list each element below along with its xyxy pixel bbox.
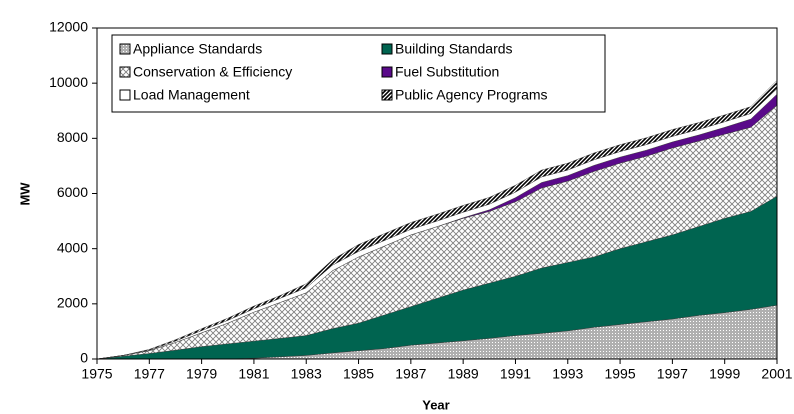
- legend-swatch: [119, 89, 131, 101]
- x-tick-label: 1989: [448, 366, 479, 382]
- y-tick-label: 12000: [49, 19, 88, 35]
- legend-label: Load Management: [133, 87, 250, 103]
- y-tick-label: 6000: [57, 184, 88, 200]
- x-axis-title: Year: [422, 397, 449, 412]
- y-tick-label: 8000: [57, 129, 88, 145]
- x-tick-label: 1997: [657, 366, 688, 382]
- legend-label: Public Agency Programs: [395, 87, 548, 103]
- legend-label: Building Standards: [395, 41, 513, 57]
- legend-swatch: [381, 66, 393, 78]
- legend-label: Fuel Substitution: [395, 64, 499, 80]
- legend-swatch: [119, 66, 131, 78]
- legend-box: [111, 34, 606, 113]
- y-axis-title: MW: [17, 182, 32, 206]
- plot-frame: [96, 27, 778, 360]
- legend-swatch: [119, 43, 131, 55]
- x-tick-label: 1983: [291, 366, 322, 382]
- x-tick-label: 1981: [238, 366, 269, 382]
- legend-swatch: [381, 89, 393, 101]
- x-tick-label: 1985: [343, 366, 374, 382]
- legend-label: Appliance Standards: [133, 41, 262, 57]
- x-tick-label: 1979: [186, 366, 217, 382]
- x-tick-label: 1975: [81, 366, 112, 382]
- y-tick-label: 10000: [49, 74, 88, 90]
- x-tick-label: 1991: [500, 366, 531, 382]
- x-tick-label: 1999: [709, 366, 740, 382]
- x-tick-label: 1993: [552, 366, 583, 382]
- legend-swatch: [381, 43, 393, 55]
- x-tick-label: 2001: [761, 366, 792, 382]
- x-tick-label: 1987: [395, 366, 426, 382]
- x-tick-label: 1977: [134, 366, 165, 382]
- legend-label: Conservation & Efficiency: [133, 64, 292, 80]
- x-tick-label: 1995: [604, 366, 635, 382]
- y-tick-label: 0: [80, 350, 88, 366]
- y-tick-label: 2000: [57, 295, 88, 311]
- y-tick-label: 4000: [57, 239, 88, 255]
